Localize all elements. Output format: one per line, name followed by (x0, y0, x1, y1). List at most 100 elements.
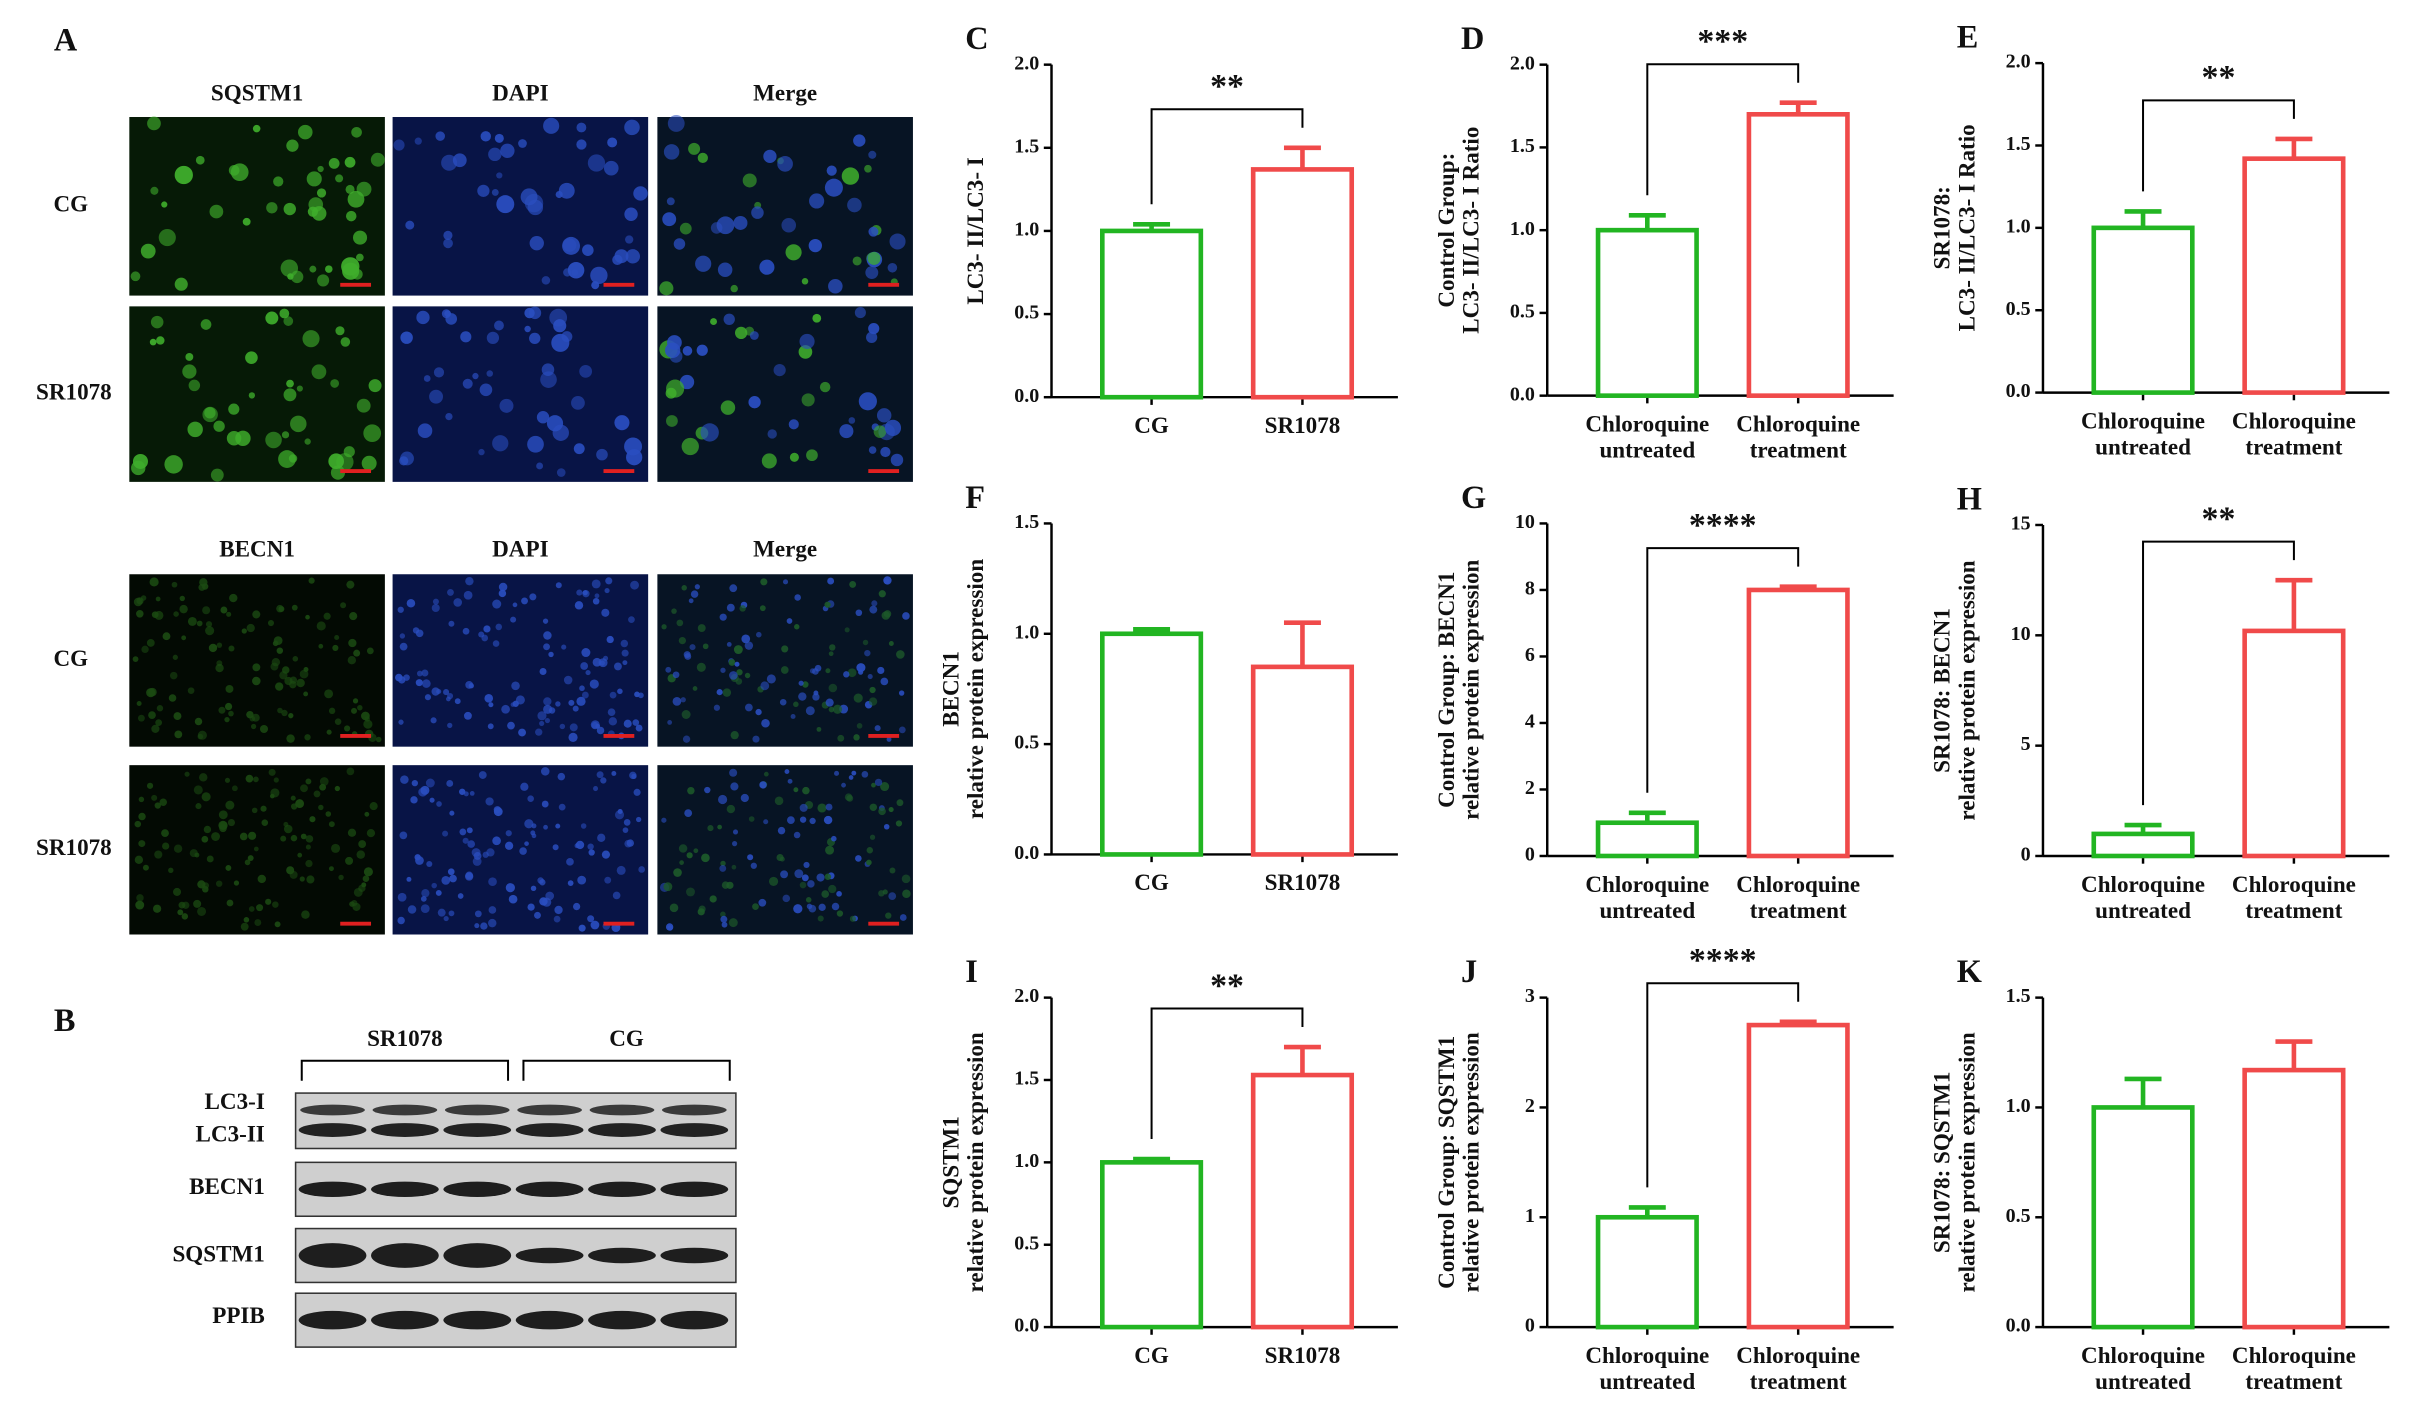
cell (281, 431, 290, 439)
band (660, 1123, 729, 1137)
cell (430, 717, 437, 724)
cell (181, 913, 189, 920)
cell (276, 647, 284, 654)
cell (853, 134, 866, 147)
cell (741, 634, 751, 644)
cell (593, 786, 599, 792)
cell (612, 254, 623, 266)
cell (228, 164, 240, 176)
cell (672, 697, 682, 706)
cell (748, 816, 755, 822)
cell (574, 601, 584, 610)
cell (197, 880, 206, 889)
cell (809, 193, 825, 209)
cell (245, 351, 258, 364)
cell (854, 307, 866, 319)
cell (407, 905, 417, 914)
cell (318, 804, 324, 811)
cell (802, 681, 809, 688)
cell (459, 788, 466, 795)
cell (612, 891, 621, 900)
cell (799, 803, 808, 812)
band (443, 1310, 512, 1330)
cell (697, 624, 706, 633)
y-axis-label: LC3- II/LC3- I Ratio (1953, 124, 1979, 331)
cell (788, 419, 799, 430)
cell (638, 692, 644, 699)
cell (474, 923, 480, 929)
cell (173, 611, 179, 617)
cell (856, 723, 863, 729)
bar (1100, 1160, 1204, 1330)
cell (825, 698, 834, 707)
cell (508, 894, 518, 904)
cell (416, 670, 423, 677)
cell (474, 910, 482, 918)
cell (131, 460, 146, 476)
cell (156, 336, 165, 345)
cell (710, 222, 723, 234)
band (660, 1310, 729, 1330)
bar (1595, 1214, 1699, 1330)
cell (328, 866, 334, 872)
cell (543, 824, 548, 830)
cell (248, 831, 257, 840)
cell (288, 713, 294, 719)
bar (1746, 1022, 1850, 1330)
cell (477, 184, 490, 197)
cell (576, 139, 587, 150)
cell (888, 641, 894, 646)
cell (296, 385, 303, 392)
cell (225, 684, 234, 693)
cell (361, 711, 370, 721)
cell (449, 874, 457, 883)
cell (194, 852, 200, 858)
cell (151, 724, 160, 733)
cell (137, 714, 145, 722)
cell (895, 820, 903, 827)
cell (659, 281, 674, 296)
cell (719, 864, 727, 872)
cell (352, 698, 359, 704)
cell (543, 117, 560, 134)
cell (291, 803, 298, 810)
cell (751, 206, 764, 219)
cell (308, 197, 324, 212)
cell (603, 160, 619, 176)
cell (241, 628, 247, 634)
cell (478, 771, 487, 779)
x-tick-label: Chloroquine untreated (2081, 1342, 2205, 1394)
cell (447, 693, 454, 700)
cell (877, 666, 885, 675)
cell (568, 732, 578, 742)
cell (149, 577, 159, 587)
column-header: SQSTM1 (211, 80, 303, 106)
cell (161, 201, 168, 208)
y-tick-label: 1.0 (1014, 219, 1039, 241)
cell (693, 848, 699, 854)
cell (864, 164, 872, 173)
cell (504, 841, 514, 850)
cell (446, 780, 454, 787)
cell (883, 610, 892, 618)
significance-label: **** (1689, 942, 1757, 979)
cell (557, 772, 566, 781)
cell (154, 802, 161, 809)
panel-letter: A (54, 22, 78, 58)
cell (868, 322, 880, 335)
cell (290, 834, 298, 842)
blot-label: LC3-I (205, 1088, 265, 1114)
cell (587, 915, 595, 923)
cell (305, 778, 312, 785)
cell (406, 876, 412, 882)
cell (543, 697, 552, 706)
cell (681, 437, 699, 456)
cell (763, 771, 769, 777)
bar (1250, 1072, 1355, 1330)
cell (669, 903, 679, 913)
y-tick-label: 0.0 (1014, 1315, 1039, 1337)
cell (499, 398, 514, 413)
cell (478, 631, 485, 638)
text-line: untreated (1599, 897, 1695, 923)
